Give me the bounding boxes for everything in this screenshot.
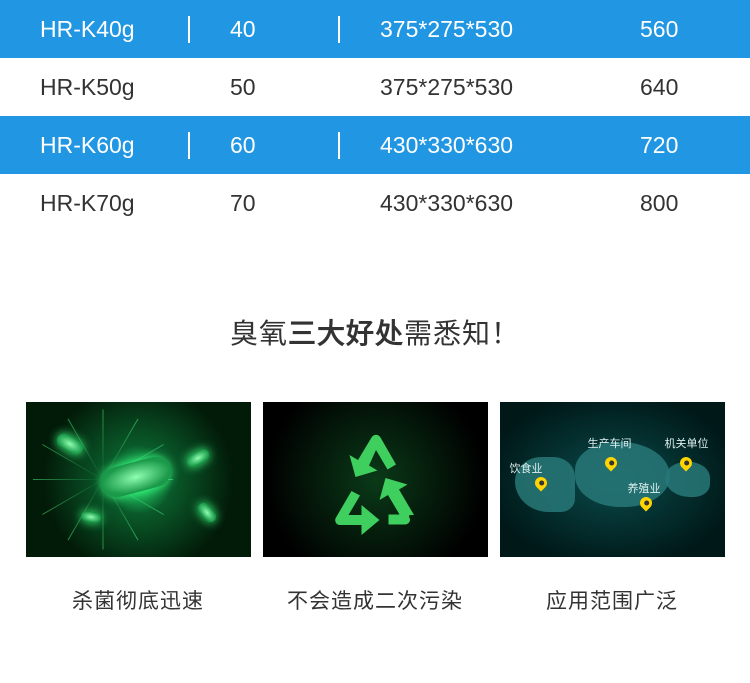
benefit-card: 饮食业 生产车间 机关单位 养殖业 应用范围广泛: [500, 402, 725, 615]
cell-model: HR-K50g: [0, 74, 190, 101]
cell-val: 720: [600, 132, 750, 159]
section-heading: 臭氧三大好处需悉知！: [0, 312, 750, 352]
heading-part2: 需悉知！: [404, 318, 520, 349]
cell-size: 375*275*530: [340, 74, 600, 101]
cell-model: HR-K40g: [0, 16, 190, 43]
benefit-card: 杀菌彻底迅速: [26, 402, 251, 615]
cell-spec: 60: [190, 132, 340, 159]
recycle-icon: [315, 420, 435, 540]
map-image: 饮食业 生产车间 机关单位 养殖业: [500, 402, 725, 557]
cell-spec: 50: [190, 74, 340, 101]
cell-val: 800: [600, 190, 750, 217]
benefit-cards: 杀菌彻底迅速 不会造成二次污染 饮食业 生产车间 机关单位: [0, 402, 750, 615]
spec-table: HR-K40g 40 375*275*530 560 HR-K50g 50 37…: [0, 0, 750, 232]
cell-size: 375*275*530: [340, 16, 600, 43]
cell-model: HR-K60g: [0, 132, 190, 159]
cell-model: HR-K70g: [0, 190, 190, 217]
heading-bold: 三大好处: [288, 318, 404, 349]
map-label: 机关单位: [665, 435, 709, 451]
table-row: HR-K50g 50 375*275*530 640: [0, 58, 750, 116]
table-row: HR-K70g 70 430*330*630 800: [0, 174, 750, 232]
cell-size: 430*330*630: [340, 132, 600, 159]
heading-part1: 臭氧: [230, 318, 288, 349]
card-caption: 应用范围广泛: [546, 585, 678, 615]
cell-val: 560: [600, 16, 750, 43]
bacteria-image: [26, 402, 251, 557]
table-row: HR-K40g 40 375*275*530 560: [0, 0, 750, 58]
map-label: 生产车间: [588, 435, 632, 451]
cell-spec: 40: [190, 16, 340, 43]
cell-val: 640: [600, 74, 750, 101]
table-row: HR-K60g 60 430*330*630 720: [0, 116, 750, 174]
card-caption: 不会造成二次污染: [287, 585, 463, 615]
cell-spec: 70: [190, 190, 340, 217]
cell-size: 430*330*630: [340, 190, 600, 217]
recycle-image: [263, 402, 488, 557]
benefit-card: 不会造成二次污染: [263, 402, 488, 615]
map-label: 饮食业: [510, 460, 543, 476]
card-caption: 杀菌彻底迅速: [72, 585, 204, 615]
map-label: 养殖业: [628, 480, 661, 496]
